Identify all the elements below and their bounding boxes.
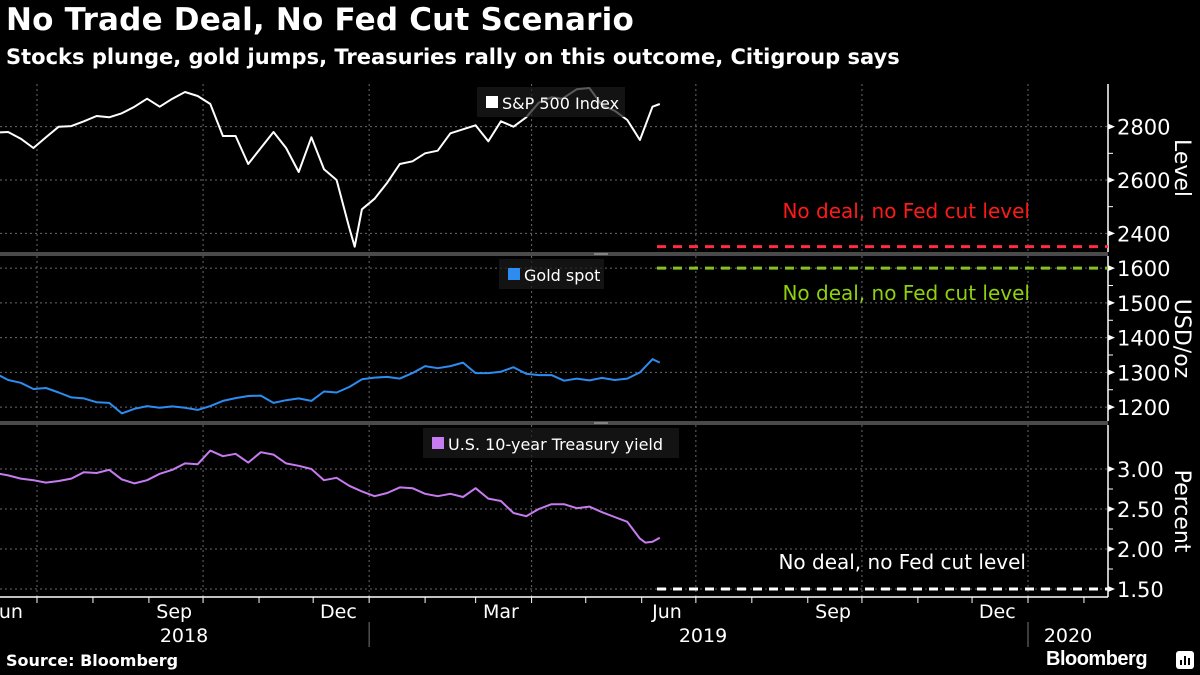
x-tick-label: Sep: [815, 601, 851, 623]
reference-label: No deal, no Fed cut level: [782, 281, 1030, 305]
y-tick-mark: [1108, 586, 1115, 592]
x-tick-label: Mar: [483, 601, 519, 623]
x-axis: Jun Sep Dec Mar Jun Sep Dec 2018 2019 2020: [0, 596, 1108, 647]
legend-box: [423, 428, 679, 458]
series-line: [0, 449, 661, 544]
panel-2: 1200 1300 1400 1500 1600 USD/oz No deal, no Fe…: [0, 256, 1194, 425]
panel-3: 1.50 2.00 2.50 3.00 Percent No deal, no Fed c…: [0, 425, 1194, 602]
y-tick-label: 1200: [1117, 396, 1170, 420]
bloomberg-chart-icon: [1176, 651, 1194, 669]
reference-label: No deal, no Fed cut level: [778, 550, 1026, 574]
panel-separator: [0, 252, 1108, 256]
y-tick-label: 1.50: [1117, 578, 1164, 602]
x-year-label: 2018: [160, 625, 208, 647]
chart-subtitle: Stocks plunge, gold jumps, Treasuries ra…: [6, 45, 900, 69]
y-tick-mark: [1108, 369, 1115, 376]
reference-label: No deal, no Fed cut level: [782, 199, 1030, 223]
legend-label: Gold spot: [524, 266, 600, 285]
legend-box: [477, 87, 625, 117]
y-tick-mark: [1108, 299, 1115, 306]
y-tick-mark: [1108, 123, 1115, 130]
x-tick-label: Dec: [320, 601, 357, 623]
y-axis-title: Percent: [1169, 470, 1194, 553]
y-tick-label: 2800: [1117, 116, 1170, 140]
y-tick-label: 2400: [1117, 222, 1170, 246]
y-tick-label: 1400: [1117, 327, 1170, 351]
y-tick-mark: [1108, 334, 1115, 341]
y-tick-mark: [1108, 466, 1115, 472]
x-year-label: 2020: [1044, 625, 1092, 647]
y-tick-mark: [1108, 546, 1115, 552]
y-tick-label: 2.00: [1117, 538, 1164, 562]
y-tick-label: 1600: [1117, 257, 1170, 281]
y-tick-mark: [1108, 230, 1115, 237]
y-tick-label: 2.50: [1117, 498, 1164, 522]
x-tick-label: Jun: [651, 601, 682, 623]
y-tick-mark: [1108, 265, 1115, 272]
chart-title: No Trade Deal, No Fed Cut Scenario: [6, 2, 634, 38]
panel-separator: [0, 421, 1108, 425]
legend-swatch: [432, 437, 444, 449]
series-line: [0, 358, 661, 415]
y-tick-mark: [1108, 506, 1115, 512]
legend-label: U.S. 10-year Treasury yield: [448, 435, 663, 454]
x-year-label: 2019: [679, 625, 727, 647]
y-tick-label: 3.00: [1117, 458, 1164, 482]
y-tick-mark: [1108, 404, 1115, 411]
source-note: Source: Bloomberg: [6, 651, 179, 670]
bloomberg-logo: Bloomberg: [1046, 648, 1148, 670]
y-tick-label: 1500: [1117, 292, 1170, 316]
y-tick-label: 1300: [1117, 361, 1170, 385]
legend-label: S&P 500 Index: [502, 94, 619, 113]
x-tick-label: Jun: [0, 601, 23, 623]
legend-swatch: [508, 268, 520, 280]
y-axis-title: USD/oz: [1169, 299, 1194, 378]
y-tick-label: 2600: [1117, 169, 1170, 193]
x-tick-label: Dec: [979, 601, 1016, 623]
x-tick-label: Sep: [156, 601, 192, 623]
y-axis-title: Level: [1169, 139, 1194, 197]
y-tick-mark: [1108, 177, 1115, 183]
legend-swatch: [486, 96, 498, 108]
